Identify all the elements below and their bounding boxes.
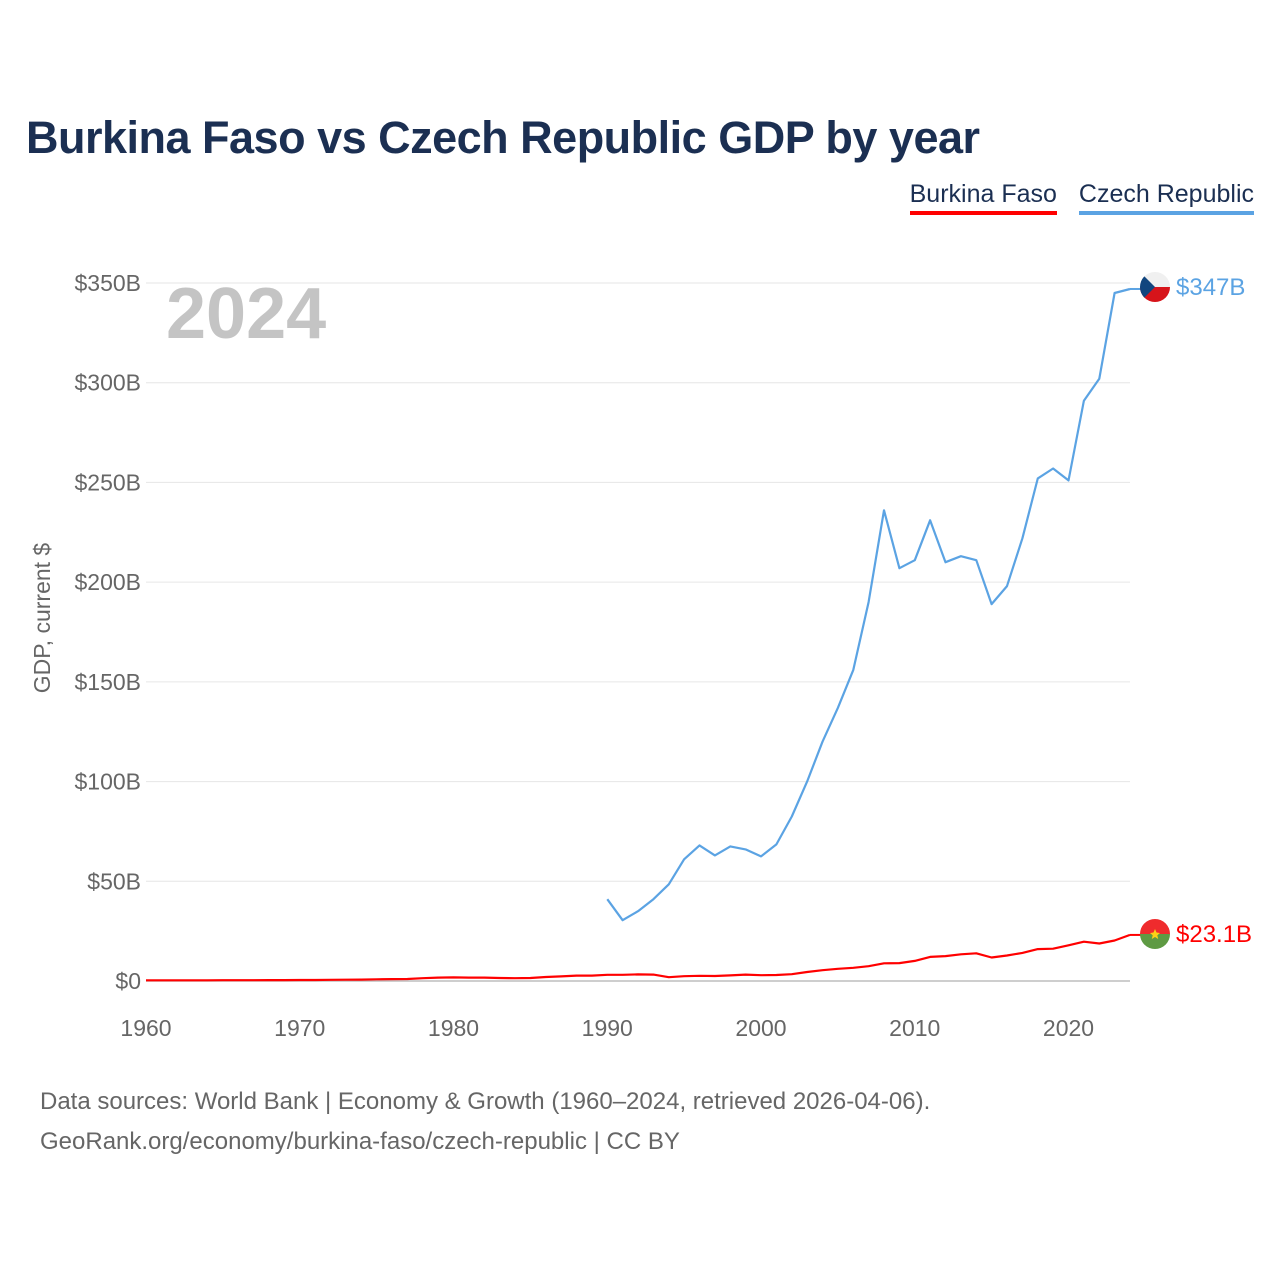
- series-line-burkina-faso[interactable]: [146, 933, 1131, 982]
- series-line-czech-republic[interactable]: [606, 287, 1131, 922]
- y-tick-label: $300B: [74, 370, 141, 396]
- footer-sources: Data sources: World Bank | Economy & Gro…: [40, 1088, 931, 1115]
- y-tick-label: $200B: [74, 569, 141, 595]
- legend-item-burkina-faso[interactable]: Burkina Faso: [909, 180, 1057, 215]
- legend-item-czech-republic[interactable]: Czech Republic: [1078, 180, 1254, 215]
- year-watermark: 2024: [166, 274, 326, 354]
- x-axis-ticks: 1960 1970 1980 1990 2000 2010 2020: [120, 1015, 1094, 1041]
- x-tick-label: 2020: [1043, 1015, 1094, 1041]
- legend: Burkina Faso Czech Republic: [909, 180, 1254, 215]
- x-tick-label: 1960: [120, 1015, 171, 1041]
- chart-title: Burkina Faso vs Czech Republic GDP by ye…: [26, 112, 980, 163]
- grid-lines: [146, 282, 1130, 982]
- x-tick-label: 2010: [889, 1015, 940, 1041]
- x-tick-label: 1990: [582, 1015, 633, 1041]
- footer-url[interactable]: GeoRank.org/economy/burkina-faso/czech-r…: [40, 1128, 680, 1155]
- footer: Data sources: World Bank | Economy & Gro…: [40, 1082, 930, 1162]
- x-tick-label: 1980: [428, 1015, 479, 1041]
- end-label-czech-republic: $347B: [1176, 274, 1245, 301]
- burkina-faso-flag-icon: [1140, 919, 1170, 949]
- y-tick-label: $100B: [74, 769, 141, 795]
- y-tick-label: $150B: [74, 669, 141, 695]
- line-chart: 2024 $0 $50B $100B $150B $200B $250B $300B $350…: [29, 270, 1252, 1041]
- y-tick-label: $350B: [74, 270, 141, 296]
- end-label-burkina-faso: $23.1B: [1176, 921, 1252, 948]
- y-axis-label: GDP, current $: [29, 543, 55, 694]
- y-tick-label: $0: [115, 968, 141, 994]
- x-tick-label: 2000: [735, 1015, 786, 1041]
- y-axis-ticks: $0 $50B $100B $150B $200B $250B $300B $350B: [74, 270, 141, 994]
- series-lines: [146, 287, 1142, 982]
- x-tick-label: 1970: [274, 1015, 325, 1041]
- czech-republic-flag-icon: [1140, 272, 1170, 302]
- y-tick-label: $250B: [74, 469, 141, 495]
- y-tick-label: $50B: [87, 868, 141, 894]
